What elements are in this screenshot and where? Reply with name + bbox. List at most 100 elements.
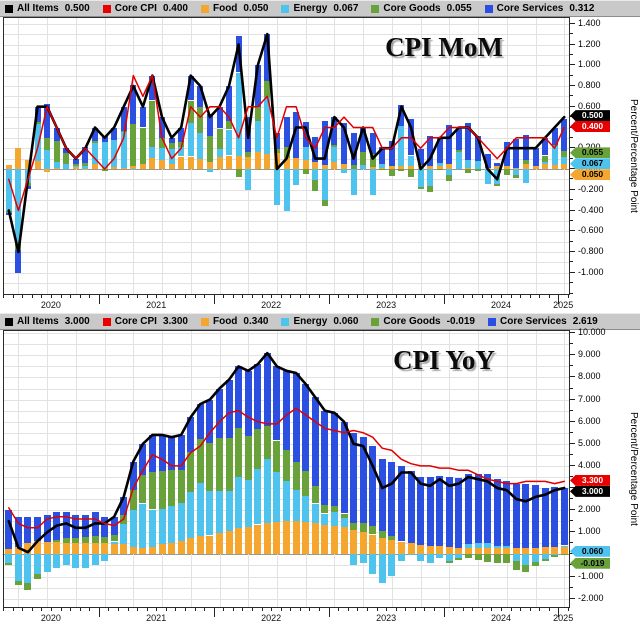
x-year-label: 2025	[553, 613, 574, 623]
bar-core-services	[273, 132, 280, 150]
y-major-tick	[570, 168, 575, 169]
bar-energy	[522, 169, 529, 183]
bar-core-goods	[72, 163, 79, 166]
y-minor-tick	[570, 387, 573, 389]
bar-core-goods	[177, 469, 185, 504]
h-gridline	[4, 554, 569, 556]
bar-core-services	[159, 117, 165, 138]
bar-core-services	[398, 104, 405, 127]
bar-energy	[120, 131, 127, 168]
bar-core-services	[512, 483, 520, 549]
bar-energy	[426, 554, 434, 564]
axis-badge-0-500: 0.500	[570, 110, 610, 122]
y-major-tick	[570, 22, 575, 24]
h-gridline	[4, 65, 569, 67]
bar-core-goods	[235, 169, 242, 178]
bar-food	[494, 165, 501, 169]
x-tick	[204, 295, 206, 298]
bar-core-goods	[62, 538, 70, 543]
bar-energy	[43, 554, 51, 573]
bar-energy	[34, 554, 41, 575]
bar-core-services	[369, 132, 376, 155]
bar-core-goods	[273, 440, 281, 472]
bar-food	[216, 533, 223, 555]
bar-food	[465, 167, 472, 169]
chart-title-yoy: CPI YoY	[393, 345, 495, 375]
bar-energy	[187, 123, 194, 157]
bar-energy	[63, 163, 70, 169]
bar-core-goods	[560, 554, 568, 555]
x-tick	[175, 295, 177, 298]
bar-food	[187, 538, 195, 555]
bar-energy	[111, 139, 118, 167]
y-tick-label: 8.000	[578, 371, 601, 382]
bar-core-goods	[5, 563, 13, 566]
bar-food	[302, 159, 309, 169]
bar-core-goods	[81, 536, 89, 544]
h-gridline	[4, 34, 569, 36]
legend-label: All Items	[17, 316, 59, 327]
bar-food	[493, 547, 501, 555]
x-tick	[117, 295, 119, 298]
x-tick	[395, 295, 397, 298]
bar-energy	[321, 169, 328, 201]
legend-value: 0.067	[333, 3, 359, 14]
bar-energy	[101, 142, 108, 168]
h-gridline	[4, 598, 569, 600]
y-minor-tick	[570, 476, 573, 477]
bar-food	[542, 163, 549, 169]
bar-core-goods	[522, 565, 530, 572]
bar-core-goods	[168, 470, 176, 506]
y-major-tick	[570, 442, 575, 444]
bar-food	[5, 548, 13, 555]
x-tick	[568, 295, 569, 298]
bar-food	[464, 547, 472, 555]
bar-energy	[350, 554, 357, 566]
bar-food	[551, 547, 559, 555]
bar-food	[503, 165, 510, 169]
y-minor-tick	[570, 157, 573, 159]
bar-energy	[464, 544, 472, 548]
y-minor-tick	[570, 520, 573, 522]
bar-energy	[331, 147, 338, 162]
x-tick	[405, 295, 407, 298]
x-tick	[252, 295, 253, 298]
plot-area-mom: CPI MoM	[3, 17, 570, 295]
bar-energy	[397, 554, 405, 561]
bar-energy	[62, 554, 70, 566]
y-major-tick	[570, 420, 575, 422]
bar-energy	[445, 554, 453, 561]
bar-core-services	[130, 84, 137, 125]
bar-core-goods	[302, 471, 310, 496]
bar-energy	[283, 481, 290, 522]
bar-core-goods	[398, 169, 405, 172]
x-tick	[501, 608, 502, 611]
axis-badge-0-067: 0.067	[570, 158, 610, 170]
bar-core-goods	[196, 438, 204, 484]
y-minor-tick	[570, 53, 573, 55]
legend-label: Core CPI	[114, 316, 157, 327]
h-gridline	[4, 54, 569, 56]
x-tick	[357, 295, 359, 298]
bar-core-goods	[503, 554, 511, 564]
bar-core-goods	[14, 580, 22, 586]
bar-core-goods	[244, 436, 252, 481]
bar-core-goods	[446, 175, 453, 182]
bar-core-services	[168, 437, 176, 471]
bar-core-goods	[378, 531, 386, 538]
legend-item-food: Food 0.050	[200, 3, 268, 14]
bar-food	[513, 167, 520, 169]
bar-food	[436, 165, 443, 169]
bar-food	[168, 543, 176, 555]
bar-food	[91, 542, 99, 555]
axis-badge-0-050: 0.050	[570, 169, 610, 181]
x-tick	[548, 608, 550, 611]
bar-core-services	[148, 434, 156, 472]
bar-core-services	[62, 512, 70, 539]
x-year-label: 2023	[376, 613, 397, 623]
bar-core-goods	[216, 438, 223, 492]
legend-swatch-all-items	[5, 317, 13, 326]
x-tick	[223, 295, 225, 298]
bar-core-services	[235, 366, 243, 429]
bar-food	[187, 156, 194, 169]
